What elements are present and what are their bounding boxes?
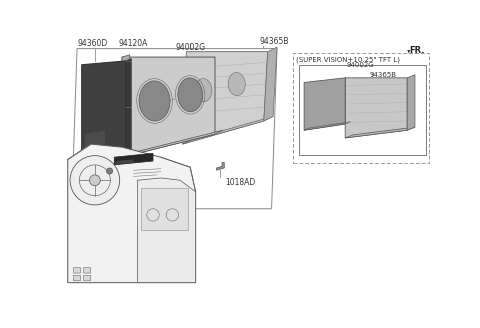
Polygon shape [117,150,123,151]
Text: 1018AD: 1018AD [225,178,255,187]
Polygon shape [216,163,224,170]
Polygon shape [68,144,196,283]
Text: 94120A: 94120A [119,39,148,48]
Polygon shape [345,127,415,138]
Polygon shape [137,178,196,283]
Polygon shape [126,59,132,153]
Ellipse shape [139,81,170,121]
Polygon shape [407,75,415,130]
Polygon shape [105,166,116,175]
Ellipse shape [178,78,203,112]
Text: 94002G: 94002G [347,62,374,69]
Text: 94360D: 94360D [77,39,108,48]
Text: 94363A: 94363A [88,178,118,187]
Polygon shape [82,151,132,163]
Circle shape [107,168,113,174]
Polygon shape [122,57,215,157]
FancyBboxPatch shape [84,276,91,281]
Text: 94002G: 94002G [175,43,205,52]
Polygon shape [114,153,153,165]
Polygon shape [407,50,410,53]
Text: 94365B: 94365B [370,72,397,78]
Polygon shape [182,52,268,144]
Polygon shape [264,47,277,121]
Polygon shape [85,130,105,159]
Polygon shape [142,188,188,230]
Bar [292,53,429,163]
Circle shape [89,175,100,186]
Circle shape [147,209,159,221]
FancyBboxPatch shape [73,268,81,273]
Ellipse shape [195,79,212,102]
Text: 94365B: 94365B [260,36,289,46]
Circle shape [166,209,179,221]
Polygon shape [304,78,345,130]
Polygon shape [182,116,273,144]
Text: (SUPER VISION+10.25" TFT L): (SUPER VISION+10.25" TFT L) [296,56,399,63]
Ellipse shape [228,72,245,95]
Polygon shape [345,78,407,138]
FancyBboxPatch shape [84,268,91,273]
FancyBboxPatch shape [73,276,81,281]
Polygon shape [82,61,126,163]
Circle shape [70,155,120,205]
Bar [299,65,426,155]
Polygon shape [122,55,130,157]
Polygon shape [122,130,223,157]
Polygon shape [116,159,133,164]
Polygon shape [304,122,350,130]
Text: FR.: FR. [409,46,424,54]
